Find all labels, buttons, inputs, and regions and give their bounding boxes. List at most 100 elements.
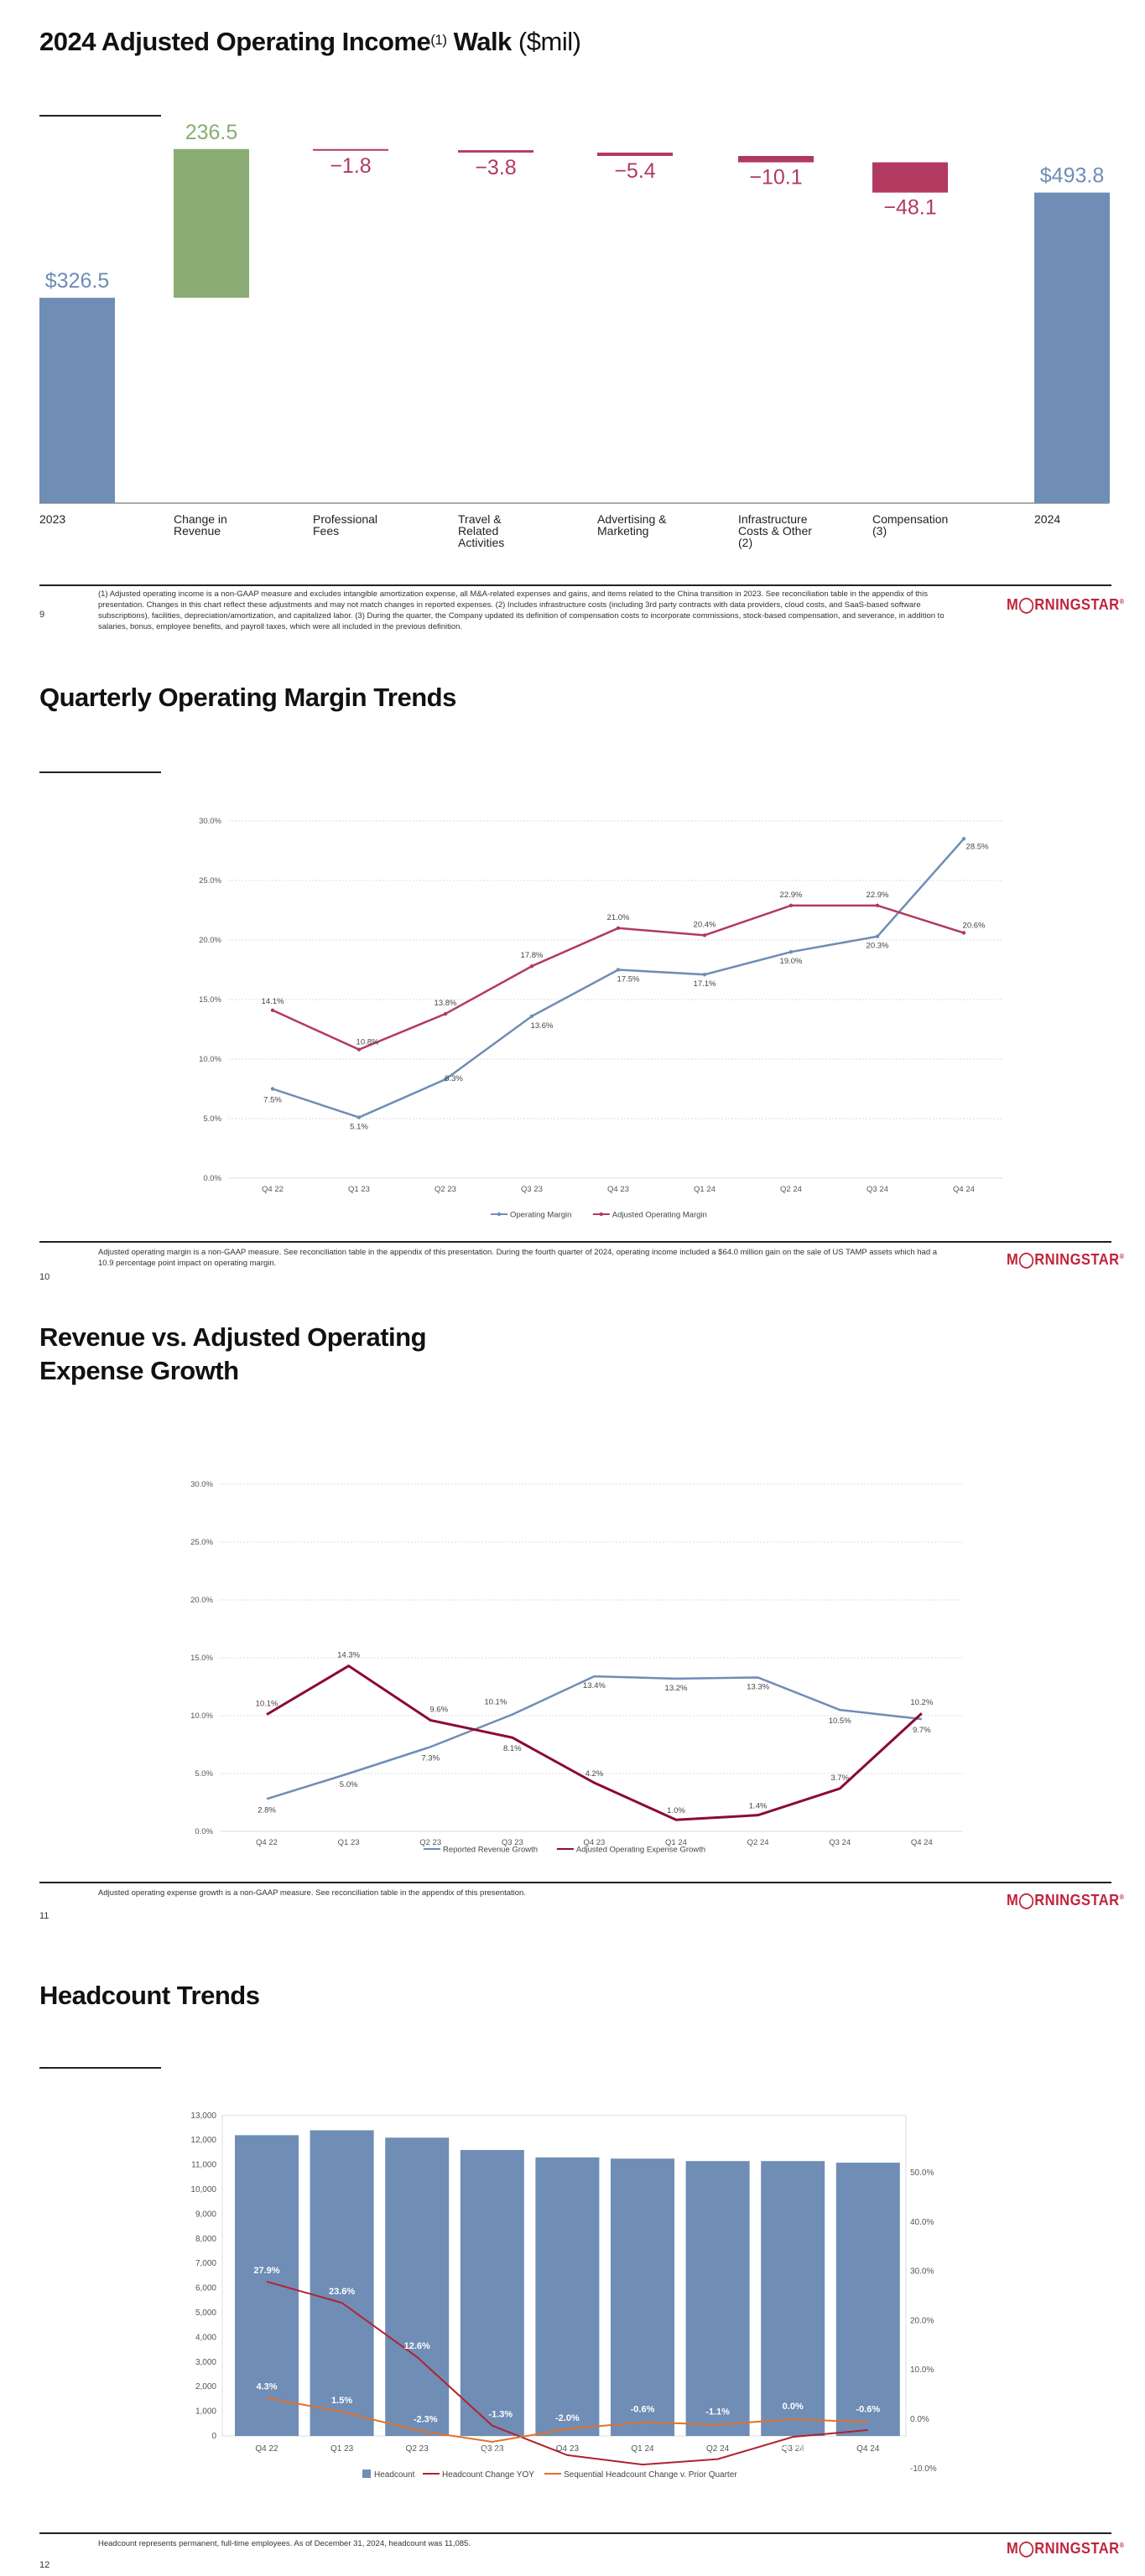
waterfall-bar bbox=[872, 162, 948, 193]
data-label: 4.2% bbox=[586, 1769, 604, 1779]
slide-revenue-expense-growth: Revenue vs. Adjusted Operating Expense Gr… bbox=[0, 1300, 1145, 1937]
data-label: 9.6% bbox=[429, 1706, 448, 1715]
category-label: Fees bbox=[313, 524, 339, 538]
series-point bbox=[443, 1011, 448, 1016]
y2-tick-label: 10.0% bbox=[910, 2366, 934, 2375]
legend-marker bbox=[497, 1212, 502, 1217]
data-label: 19.0% bbox=[780, 957, 803, 966]
slide-headcount: Headcount Trends 0 1,000 2,000 3,000 4,000 5,… bbox=[0, 1937, 1145, 2576]
category-label: Related bbox=[458, 524, 498, 538]
x-tick-label: Q3 24 bbox=[829, 1838, 851, 1847]
series-point bbox=[357, 1047, 362, 1052]
data-label: -8.1% bbox=[705, 2465, 730, 2475]
series-point bbox=[616, 968, 621, 972]
y-tick-label: 10.0% bbox=[199, 1055, 221, 1064]
x-tick-label: Q3 24 bbox=[867, 1185, 888, 1194]
x-tick-label: Q1 23 bbox=[330, 2444, 354, 2454]
data-label: 7.5% bbox=[263, 1096, 282, 1105]
data-label: 10.8% bbox=[357, 1038, 379, 1047]
footer-rule bbox=[39, 584, 1111, 586]
data-label: 5.0% bbox=[340, 1780, 358, 1789]
x-tick-label: Q3 23 bbox=[521, 1185, 543, 1194]
y-tick-label: 11,000 bbox=[191, 2161, 216, 2170]
x-tick-label: Q3 23 bbox=[481, 2444, 504, 2454]
data-label: 7.3% bbox=[421, 1753, 440, 1763]
headcount-bar bbox=[685, 2161, 750, 2436]
y-tick-label: 0.0% bbox=[195, 1827, 213, 1836]
x-tick-label: Q1 23 bbox=[338, 1838, 360, 1847]
data-label: 17.1% bbox=[694, 979, 716, 989]
data-label: -9.2% bbox=[631, 2470, 655, 2480]
data-label: 13.3% bbox=[747, 1682, 769, 1691]
series-line bbox=[266, 2397, 868, 2444]
category-label: Marketing bbox=[597, 524, 648, 538]
legend-label: Sequential Headcount Change v. Prior Qua… bbox=[564, 2470, 737, 2480]
y-tick-label: 5.0% bbox=[203, 1114, 221, 1124]
data-label: 13.2% bbox=[665, 1684, 688, 1693]
series-point bbox=[702, 933, 707, 937]
data-label: 12.6% bbox=[404, 2341, 430, 2351]
y2-tick-label: 20.0% bbox=[910, 2316, 934, 2325]
data-label: 236.5 bbox=[185, 121, 238, 144]
data-label: 20.3% bbox=[867, 942, 889, 951]
y-tick-label: 2,000 bbox=[195, 2382, 216, 2392]
x-tick-label: Q4 23 bbox=[556, 2444, 580, 2454]
data-label: 1.5% bbox=[331, 2396, 352, 2406]
data-label: 14.3% bbox=[337, 1651, 360, 1660]
y-tick-label: 10.0% bbox=[190, 1711, 213, 1721]
slide-title: Headcount Trends bbox=[39, 1981, 260, 2010]
headcount-bar bbox=[310, 2130, 374, 2436]
footer-rule bbox=[39, 2532, 1111, 2534]
slide-title: 2024 Adjusted Operating Income(1) Walk (… bbox=[39, 27, 581, 56]
headcount-bar bbox=[611, 2158, 674, 2436]
x-tick-label: Q3 24 bbox=[782, 2444, 805, 2454]
y-tick-label: 20.0% bbox=[199, 936, 221, 945]
slide-operating-income-walk: 2024 Adjusted Operating Income(1) Walk (… bbox=[0, 0, 1145, 654]
data-label: 14.1% bbox=[262, 997, 284, 1006]
series-point bbox=[875, 903, 880, 908]
x-tick-label: Q2 23 bbox=[406, 2444, 429, 2454]
series-point bbox=[788, 950, 794, 954]
headcount-bar bbox=[235, 2135, 299, 2436]
data-label: −48.1 bbox=[883, 196, 936, 220]
x-tick-label: Q1 24 bbox=[694, 1185, 716, 1194]
page-number: 9 bbox=[39, 610, 45, 620]
y-tick-label: 4,000 bbox=[195, 2333, 216, 2342]
data-label: -2.3% bbox=[414, 2415, 438, 2425]
data-label: -4.6% bbox=[480, 2448, 504, 2458]
data-label: -2.2% bbox=[856, 2436, 880, 2446]
page-number: 10 bbox=[39, 1272, 50, 1282]
legend-label: Headcount bbox=[374, 2470, 415, 2480]
data-label: 17.5% bbox=[617, 975, 640, 984]
waterfall-bar bbox=[39, 298, 115, 503]
series-line bbox=[266, 1675, 922, 1800]
data-label: 9.7% bbox=[913, 1726, 931, 1735]
headcount-bar bbox=[835, 2163, 900, 2436]
x-tick-label: Q4 24 bbox=[911, 1838, 933, 1847]
x-tick-label: Q2 23 bbox=[435, 1185, 456, 1194]
data-label: 10.2% bbox=[910, 1698, 933, 1707]
y-tick-label: 15.0% bbox=[199, 995, 221, 1005]
y-tick-label: 6,000 bbox=[195, 2284, 216, 2293]
series-line bbox=[266, 2280, 868, 2466]
x-tick-label: Q4 22 bbox=[255, 2444, 278, 2454]
x-tick-label: Q2 24 bbox=[780, 1185, 802, 1194]
y-tick-label: 8,000 bbox=[195, 2235, 216, 2244]
category-label: Costs & Other bbox=[738, 524, 812, 538]
y-tick-label: 9,000 bbox=[195, 2210, 216, 2219]
series-point bbox=[961, 931, 966, 935]
data-label: 28.5% bbox=[966, 842, 989, 851]
data-label: −5.4 bbox=[614, 159, 655, 183]
waterfall-bar bbox=[458, 150, 533, 153]
y2-tick-label: 0.0% bbox=[910, 2415, 929, 2424]
data-label: $326.5 bbox=[45, 269, 109, 293]
data-label: 10.1% bbox=[256, 1700, 278, 1709]
data-label: 20.4% bbox=[694, 920, 716, 929]
x-tick-label: Q1 24 bbox=[665, 1838, 687, 1847]
category-label: Advertising & bbox=[597, 512, 667, 526]
y-tick-label: 3,000 bbox=[195, 2358, 216, 2367]
data-label: 20.6% bbox=[963, 921, 986, 930]
x-tick-label: Q4 24 bbox=[953, 1185, 975, 1194]
footer-rule bbox=[39, 1882, 1111, 1883]
